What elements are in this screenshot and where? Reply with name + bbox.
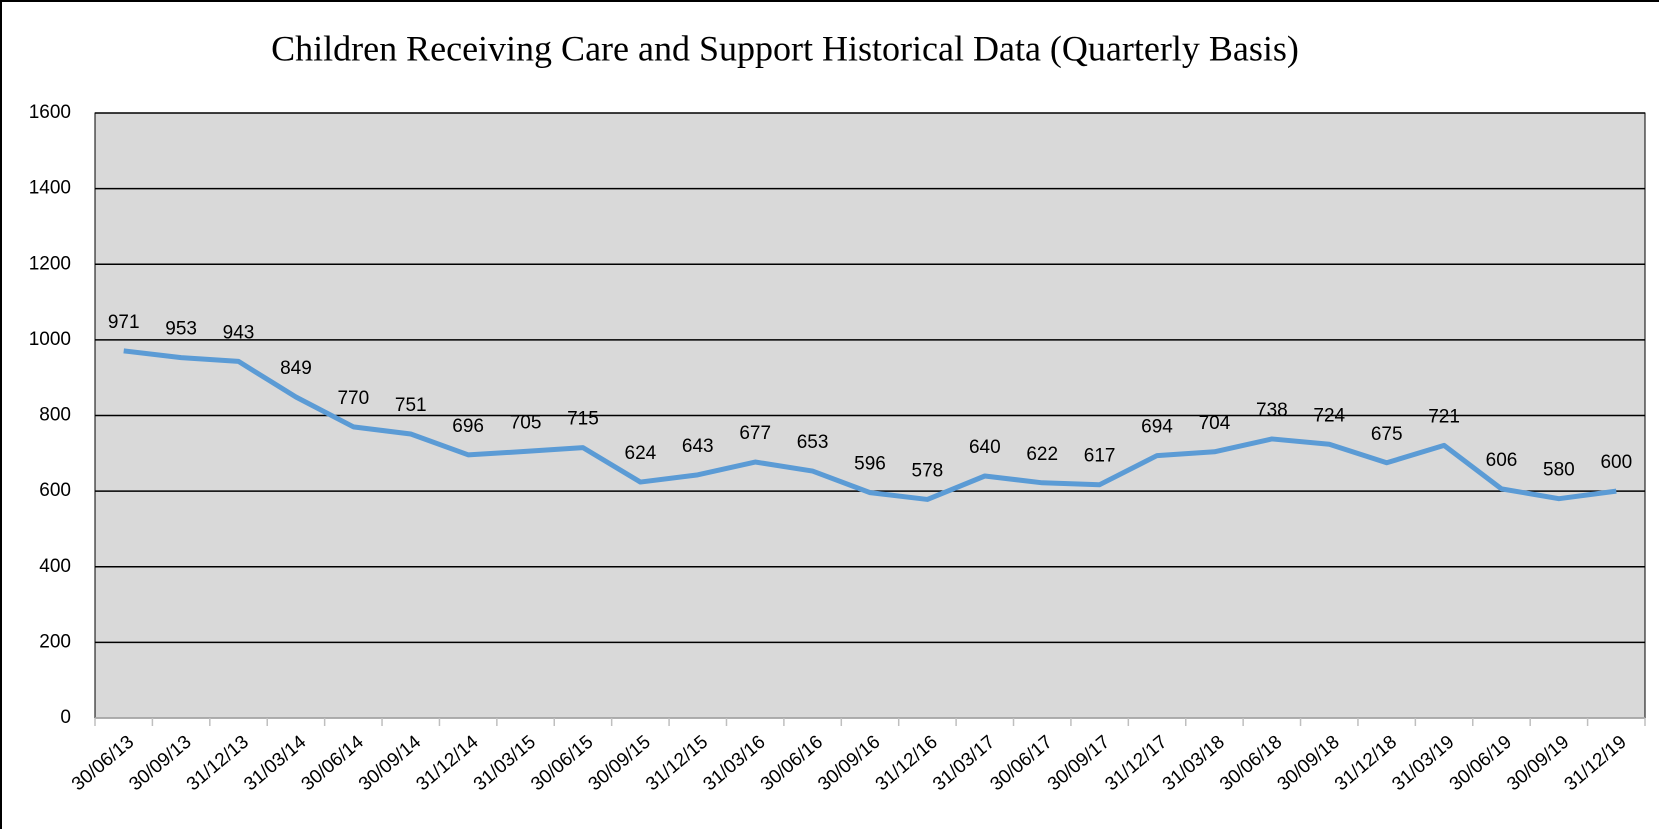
- data-label: 677: [739, 423, 771, 444]
- data-label: 738: [1256, 400, 1288, 421]
- data-label: 943: [223, 322, 255, 343]
- y-tick-label: 1200: [29, 253, 71, 274]
- data-label: 704: [1199, 413, 1231, 434]
- data-label: 715: [567, 409, 599, 430]
- y-tick-label: 0: [60, 707, 71, 728]
- data-label: 694: [1141, 417, 1173, 438]
- data-label: 696: [452, 416, 484, 437]
- data-label: 675: [1371, 424, 1403, 445]
- data-label: 721: [1428, 406, 1460, 427]
- y-tick-label: 400: [39, 556, 71, 577]
- y-tick-label: 1600: [29, 102, 71, 123]
- data-label: 596: [854, 454, 886, 475]
- y-tick-label: 600: [39, 480, 71, 501]
- data-line: [123, 348, 1617, 502]
- y-tick-label: 800: [39, 405, 71, 426]
- y-tick-label: 200: [39, 631, 71, 652]
- data-label: 849: [280, 358, 312, 379]
- data-label: 953: [165, 319, 197, 340]
- data-label: 770: [337, 388, 369, 409]
- data-label: 606: [1486, 450, 1518, 471]
- y-tick-label: 1400: [29, 178, 71, 199]
- data-label: 578: [912, 460, 944, 481]
- data-label: 643: [682, 436, 714, 457]
- data-label: 751: [395, 395, 427, 416]
- data-label: 624: [625, 443, 657, 464]
- data-label: 622: [1026, 444, 1058, 465]
- data-label: 617: [1084, 446, 1116, 467]
- chart-title: Children Receiving Care and Support Hist…: [271, 28, 1299, 68]
- data-label: 600: [1600, 452, 1632, 473]
- data-label: 971: [108, 312, 140, 333]
- data-label: 724: [1313, 405, 1345, 426]
- y-tick-label: 1000: [29, 329, 71, 350]
- data-label: 705: [510, 412, 542, 433]
- data-label: 653: [797, 432, 829, 453]
- data-label: 640: [969, 437, 1001, 458]
- data-label: 580: [1543, 460, 1575, 481]
